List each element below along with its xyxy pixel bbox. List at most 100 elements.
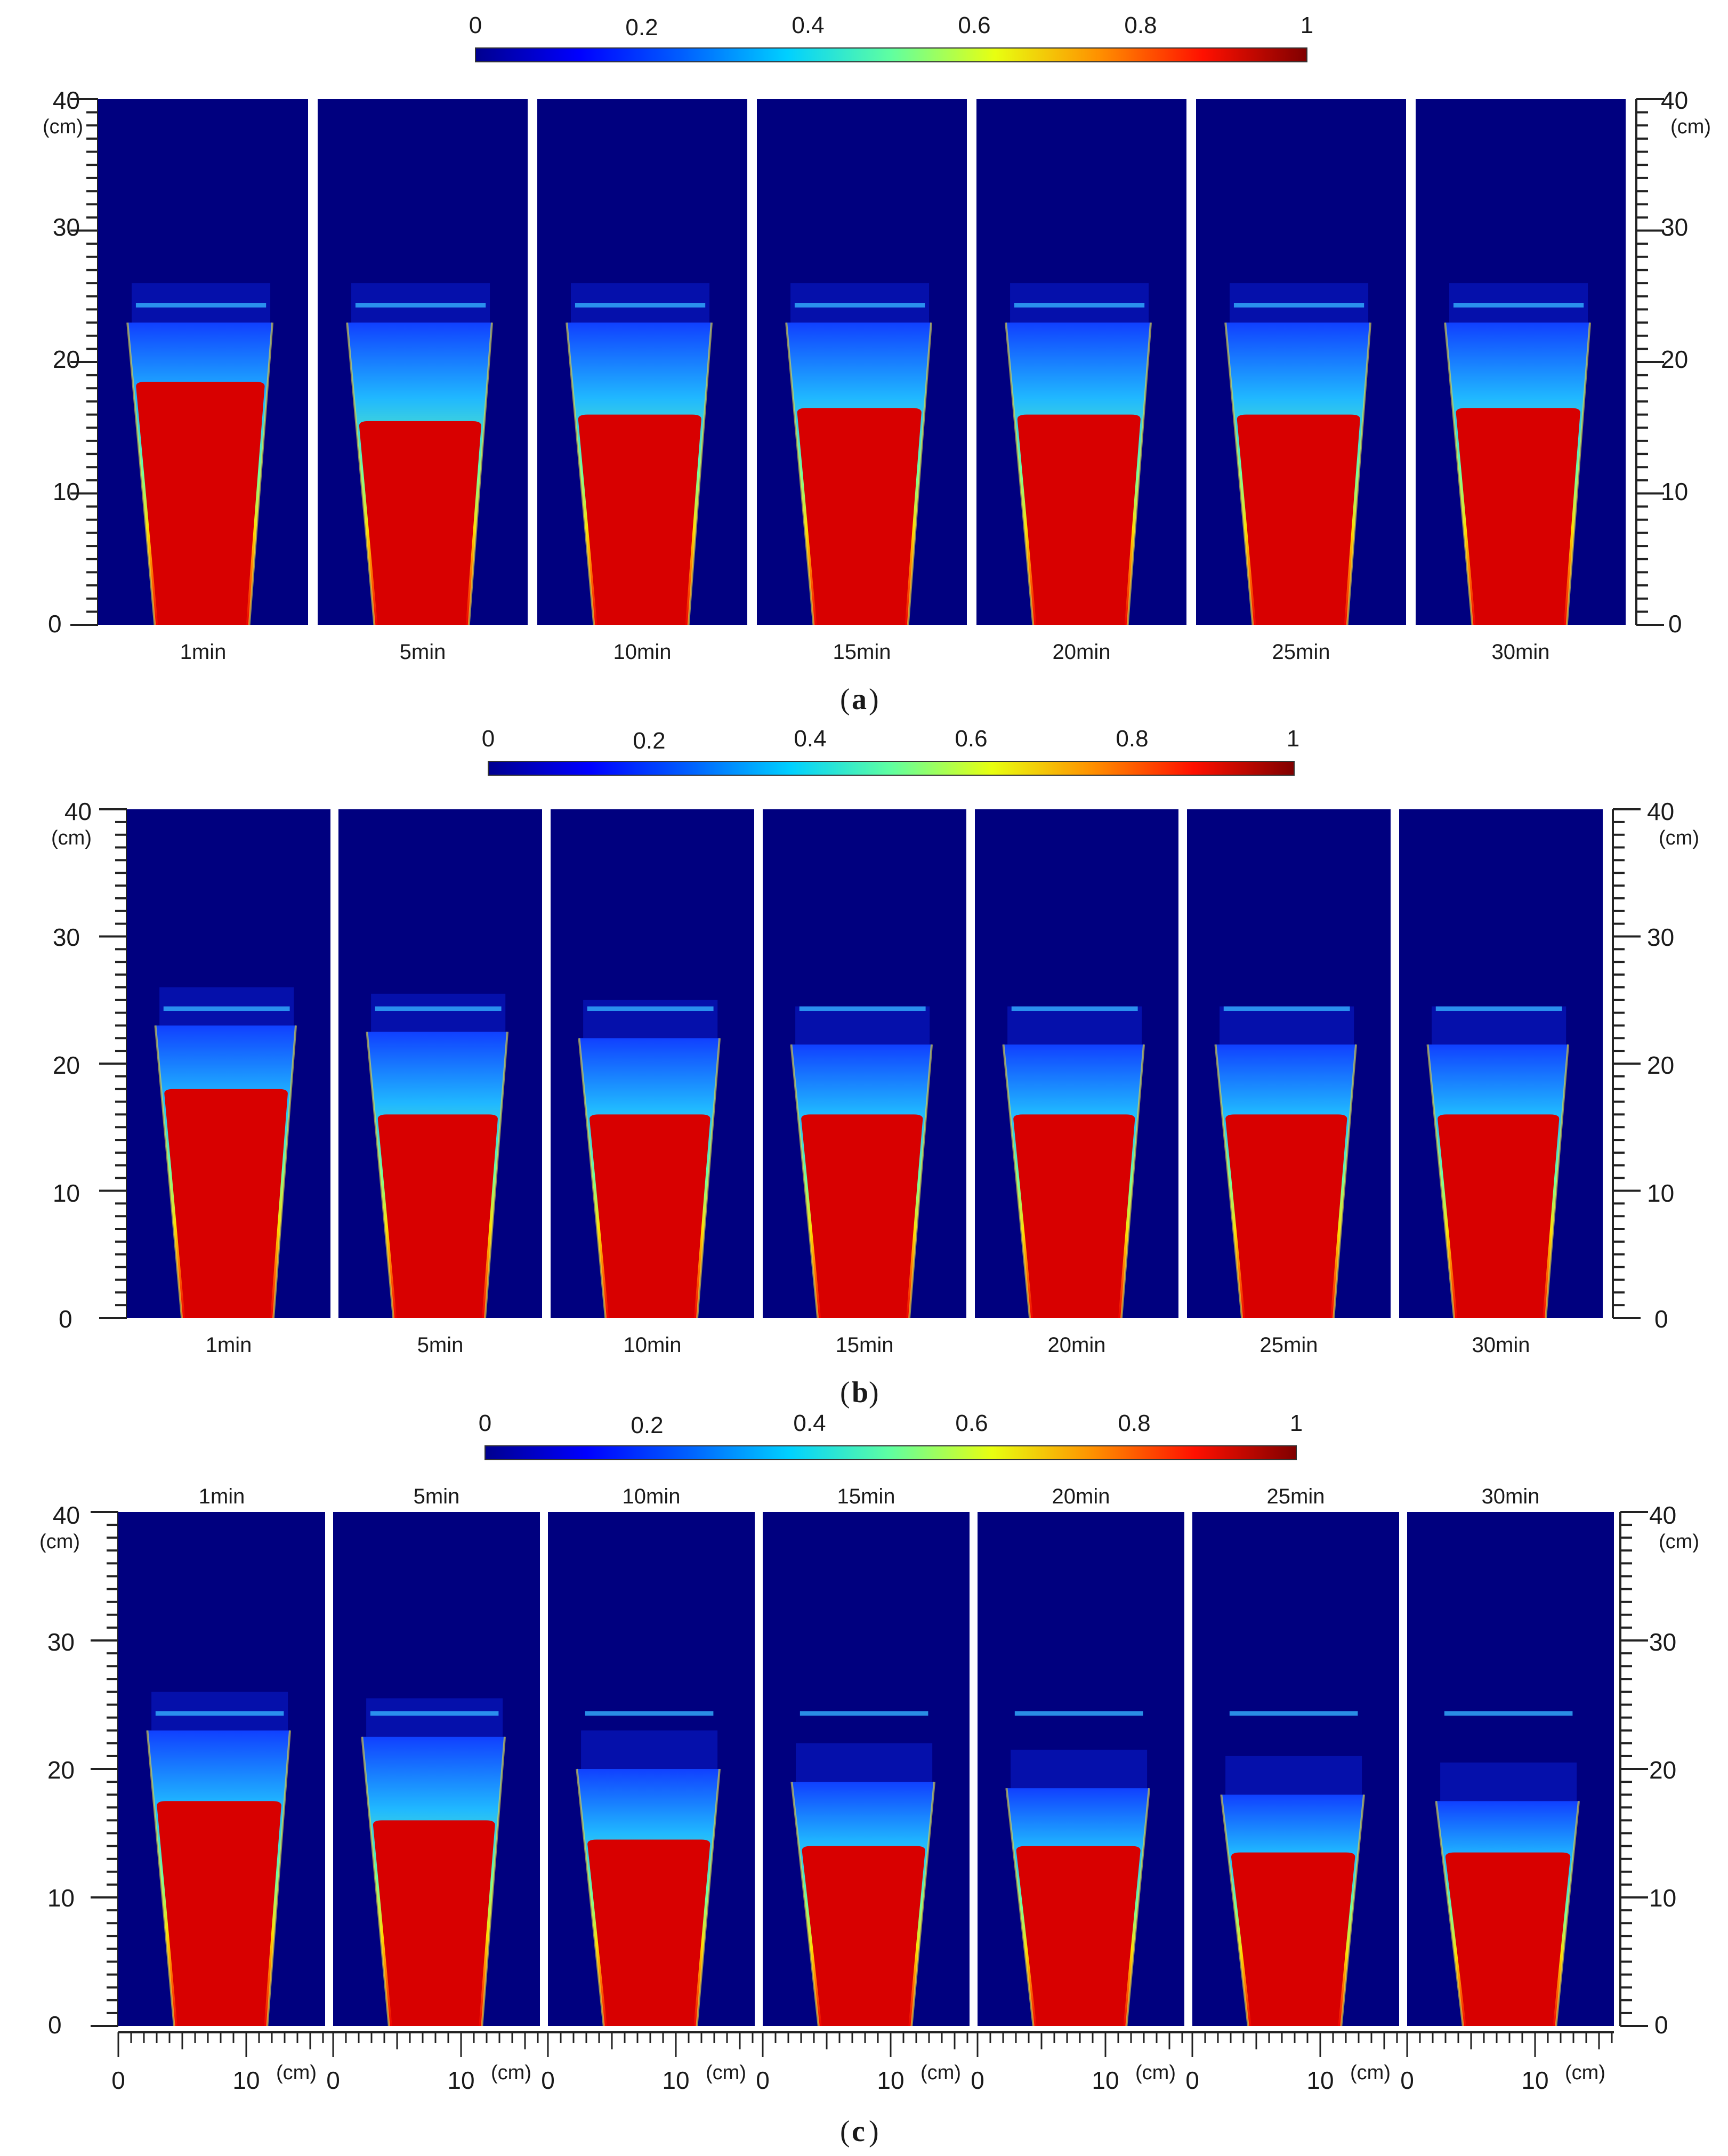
wall-edge-left <box>146 1730 175 2026</box>
height-tick-label: 30 <box>1649 1628 1676 1656</box>
wall-edge-left <box>366 1032 395 1318</box>
ring-line <box>370 1711 499 1716</box>
frames-row-c <box>118 1512 1614 2026</box>
height-tick-label: 10 <box>1647 1179 1674 1207</box>
wall-edge-left <box>154 1025 183 1318</box>
width-unit-label: (cm) <box>706 2062 746 2084</box>
width-tick-label: 0 <box>756 2066 770 2094</box>
frame-20min <box>978 1512 1184 2026</box>
frame-10min <box>551 809 754 1318</box>
time-label: 30min <box>1492 640 1550 664</box>
width-tick-label: 10 <box>1092 2066 1119 2094</box>
wall-edge-right <box>907 322 933 625</box>
height-tick-label: 10 <box>53 478 80 505</box>
time-label: 5min <box>417 1333 464 1357</box>
caption-paren: ( <box>840 1376 850 1409</box>
height-tick-label: 0 <box>1654 2011 1668 2039</box>
freeboard-plume <box>151 1692 288 1731</box>
ring-line <box>1453 303 1584 308</box>
dense-core <box>136 381 265 625</box>
height-tick-label: 30 <box>47 1628 75 1656</box>
colorbar-tick: 1 <box>1287 726 1299 752</box>
height-tick-label: 40 <box>1649 1501 1676 1529</box>
wall-edge-right <box>1545 1044 1570 1318</box>
dense-core <box>377 1114 498 1318</box>
width-unit-label: (cm) <box>1135 2062 1176 2084</box>
height-tick-label: 30 <box>1647 923 1674 951</box>
dense-core <box>1231 1852 1355 2026</box>
ring-line <box>575 303 706 308</box>
caption-letter: b <box>852 1376 868 1409</box>
width-tick-label: 0 <box>111 2066 125 2094</box>
dense-core <box>587 1839 710 2026</box>
wall-edge-right <box>467 322 494 625</box>
colorbar-tick: 0.4 <box>793 1410 826 1436</box>
width-unit-label: (cm) <box>276 2062 317 2084</box>
height-tick-label: 40 <box>64 798 92 825</box>
ring-line <box>1223 1006 1350 1011</box>
frame-15min <box>763 809 966 1318</box>
frame-1min <box>118 1512 325 2026</box>
wall-edge-right <box>1333 1044 1358 1318</box>
height-tick-label: 30 <box>1661 213 1688 241</box>
time-label: 1min <box>199 1485 245 1508</box>
ring-line <box>375 1006 502 1011</box>
height-tick-label: 0 <box>1668 610 1682 638</box>
time-label: 10min <box>624 1333 682 1357</box>
wall-edge-right <box>687 322 713 625</box>
time-label: 30min <box>1482 1485 1540 1508</box>
frame-30min <box>1407 1512 1614 2026</box>
ring-line <box>800 1711 928 1716</box>
dense-core <box>1016 1846 1141 2026</box>
ring-line <box>1444 1711 1573 1716</box>
wall-edge-right <box>1555 1801 1580 2026</box>
colorbar-b <box>488 761 1295 776</box>
width-tick-label: 10 <box>1521 2066 1548 2094</box>
right-height-ruler <box>1612 808 1641 1319</box>
freeboard-plume <box>790 283 930 323</box>
width-unit-label: (cm) <box>1350 2062 1391 2084</box>
height-tick-label: 10 <box>1661 478 1688 505</box>
colorbar-tick: 0 <box>482 726 495 752</box>
panel-a: 0 0.2 0.4 0.6 0.8 1 40 (cm) 30 20 10 0 4… <box>43 12 1711 716</box>
panel-b: 0 0.2 0.4 0.6 0.8 1 40 (cm) 30 20 10 0 4… <box>51 726 1699 1409</box>
dense-core <box>1017 414 1141 625</box>
time-label: 1min <box>180 640 227 664</box>
time-label: 20min <box>1053 640 1111 664</box>
dense-core <box>157 1801 281 2026</box>
height-unit-label: (cm) <box>1659 1531 1699 1553</box>
panel-caption-b: ( b ) <box>840 1376 879 1409</box>
frame-25min <box>1192 1512 1399 2026</box>
ring-line <box>1435 1006 1562 1011</box>
height-tick-label: 0 <box>1654 1305 1668 1333</box>
colorbar-tick: 0 <box>469 12 482 38</box>
frame-1min <box>127 809 330 1318</box>
height-tick-label: 20 <box>1661 345 1688 373</box>
height-unit-label: (cm) <box>43 116 83 138</box>
height-tick-label: 20 <box>53 1051 80 1079</box>
time-label: 25min <box>1267 1485 1325 1508</box>
wall-edge-right <box>1126 322 1152 625</box>
time-label: 25min <box>1260 1333 1318 1357</box>
ring-line <box>135 303 267 308</box>
ring-line <box>155 1711 284 1716</box>
freeboard-plume <box>1225 1756 1362 1795</box>
time-label: 15min <box>837 1485 895 1508</box>
colorbar-tick: 0.4 <box>794 726 826 752</box>
height-tick-label: 40 <box>1647 798 1674 825</box>
dense-core <box>1225 1114 1347 1318</box>
width-tick-label: 10 <box>662 2066 689 2094</box>
frames-row-a <box>98 99 1626 625</box>
time-label: 15min <box>836 1333 894 1357</box>
height-tick-label: 10 <box>1649 1884 1676 1912</box>
dense-core <box>797 408 922 625</box>
width-tick-label: 0 <box>971 2066 984 2094</box>
wall-edge-right <box>266 1730 292 2026</box>
freeboard-plume <box>371 993 506 1032</box>
colorbar-tick: 0.2 <box>625 14 658 41</box>
wall-edge-left <box>126 322 156 625</box>
wall-edge-right <box>484 1032 509 1318</box>
panel-c: 0 0.2 0.4 0.6 0.8 1 1min 5min 10min 15mi… <box>39 1410 1699 2148</box>
wall-edge-right <box>1120 1044 1145 1318</box>
